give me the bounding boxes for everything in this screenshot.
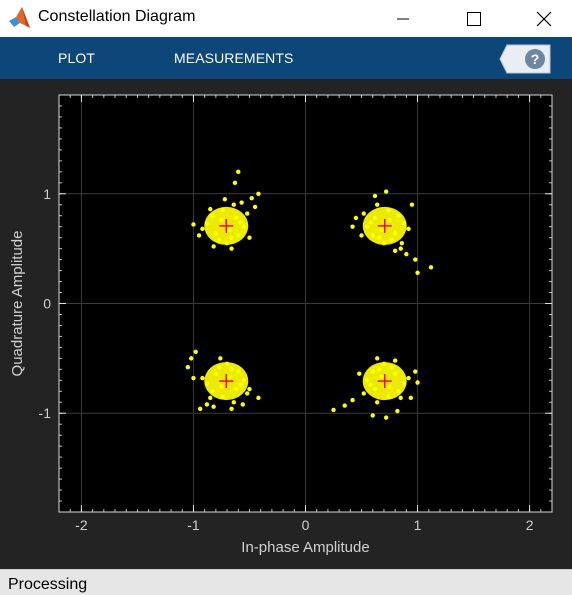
received-point [428,265,434,270]
x-tick-label: 0 [302,517,310,533]
received-point [409,202,415,207]
received-point [191,375,196,381]
received-point [200,375,205,381]
received-point [372,193,378,199]
received-point [231,400,236,405]
y-tick-label: -1 [39,405,52,421]
received-point [375,400,380,405]
maximize-button[interactable] [451,0,497,37]
received-point [232,180,238,185]
status-text: Processing [8,576,88,593]
x-tick-label: -2 [75,517,88,533]
received-point [392,358,398,363]
received-point [383,189,389,194]
received-point [357,371,362,376]
tab-plot[interactable]: PLOT [58,50,95,66]
received-point [342,403,347,408]
help-button[interactable]: ? [499,44,551,74]
received-point [231,202,236,207]
minimize-button[interactable] [380,0,426,37]
received-point [204,402,210,407]
received-point [392,248,398,254]
received-point [350,224,355,229]
received-point [256,191,261,196]
constellation-plot: -2 -1 0 1 2 -1 0 1 In-phase Amplitude Quadrature … [9,94,553,556]
received-point [361,211,366,216]
received-point [193,349,198,354]
received-point [370,413,375,418]
received-point [240,402,245,407]
received-point [211,244,216,249]
received-point [404,251,409,257]
received-point [218,356,223,361]
received-point [222,197,228,202]
x-tick-label: -1 [187,517,200,533]
received-point [245,211,250,216]
matlab-icon [9,7,30,28]
received-point [375,356,380,361]
received-point [375,202,380,207]
received-point [361,391,366,396]
help-icon: ? [499,44,551,74]
received-point [398,246,403,251]
x-tick-label: 2 [526,517,534,533]
window-titlebar: Constellation Diagram [0,0,572,37]
received-point [406,375,411,381]
received-point [256,395,261,401]
axes-frame [58,94,553,513]
minimize-icon [397,18,409,19]
tab-measurements[interactable]: MEASUREMENTS [174,50,294,66]
received-point [229,406,234,412]
received-point [398,395,403,401]
received-point [208,395,213,401]
received-point [359,233,364,238]
received-point [399,240,405,246]
received-point [252,204,258,210]
y-axis-label: Quadrature Amplitude [9,231,26,377]
received-point [331,407,336,413]
y-tick-label: 0 [43,296,51,312]
close-button[interactable] [521,0,567,37]
help-icon-label: ? [531,51,540,67]
received-point [415,270,420,275]
received-point [395,408,400,414]
received-point [247,386,252,392]
received-point [196,233,202,238]
received-point [185,364,191,370]
received-point [413,257,418,262]
received-point [239,200,244,205]
received-point [229,246,234,251]
received-point [191,222,196,227]
y-tick-label: 1 [43,186,51,202]
received-point [208,206,213,212]
received-point [353,215,359,221]
received-point [247,235,252,240]
received-point [189,356,194,361]
close-icon [536,11,552,26]
received-point [245,391,250,396]
received-point [408,395,414,401]
received-point [249,195,254,201]
received-point [211,404,216,409]
received-point [406,226,411,232]
maximize-icon [467,11,481,26]
x-axis-label: In-phase Amplitude [241,539,369,556]
received-point [197,406,203,412]
received-point [200,226,205,232]
received-point [413,369,418,374]
toolstrip: PLOT MEASUREMENTS [0,37,572,79]
x-tick-label: 1 [414,517,422,533]
received-point [236,169,241,175]
plot-area: -2 -1 0 1 2 -1 0 1 In-phase Amplitude Quadrature … [0,79,572,569]
received-point [383,415,389,420]
received-point [350,397,355,403]
status-bar: Processing [0,569,572,595]
received-point [415,380,420,385]
window-title: Constellation Diagram [38,8,196,25]
